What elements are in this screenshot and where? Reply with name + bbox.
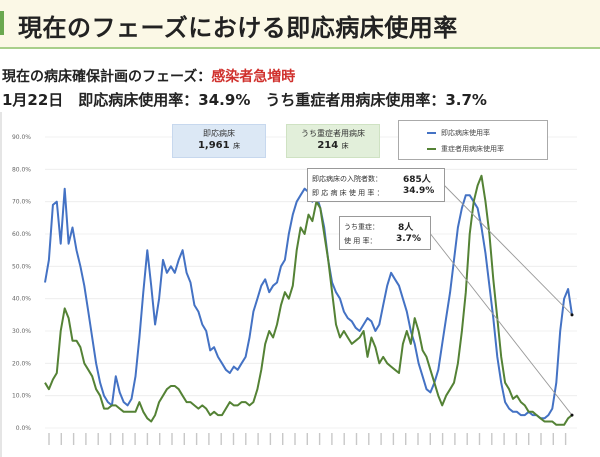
rates-summary: 1月22日 即応病床使用率：34.9% うち重症者用病床使用率：3.7% <box>2 91 487 109</box>
x-tick-label <box>171 433 173 445</box>
leader-end-dot <box>570 313 574 317</box>
x-tick-label <box>466 433 468 445</box>
x-tick-label <box>48 433 50 445</box>
callout-severe: うち重症： 8人 使 用 率： 3.7% <box>339 216 431 250</box>
legend-swatch-blue <box>427 132 436 134</box>
y-tick-label: 60.0% <box>12 231 31 238</box>
x-tick-label <box>306 433 308 445</box>
y-tick-label: 80.0% <box>12 166 31 173</box>
info-box-beds-title: 即応病床 <box>203 129 235 138</box>
x-tick-label <box>60 433 62 445</box>
y-tick-label: 30.0% <box>12 328 31 335</box>
callout-severe-label-2: 使 用 率： <box>344 237 377 245</box>
x-tick-label <box>368 433 370 445</box>
x-tick-label <box>159 433 161 445</box>
x-tick-label <box>85 433 87 445</box>
callout-main: 即応病床の入院者数： 685人 即 応 病 床 使 用 率 ： 34.9% <box>307 168 445 202</box>
x-tick-label <box>331 433 333 445</box>
chart-legend: 即応病床使用率 重症者用病床使用率 <box>398 120 548 160</box>
legend-item-green: 重症者用病床使用率 <box>427 144 504 154</box>
callout-severe-value-2: 3.7% <box>396 234 421 244</box>
phase-line: 現在の病床確保計画のフェーズ：感染者急増時 <box>2 66 295 86</box>
x-tick-label <box>134 433 136 445</box>
x-tick-label <box>318 433 321 445</box>
x-tick-label <box>528 433 530 445</box>
phase-label: 現在の病床確保計画のフェーズ： <box>2 69 212 85</box>
x-tick-label <box>232 433 235 445</box>
x-tick-label <box>392 433 395 445</box>
legend-swatch-green <box>427 148 436 150</box>
series-line-bed-usage <box>44 187 573 420</box>
leader-line-main <box>442 183 573 316</box>
info-box-beds-unit: 床 <box>233 142 241 150</box>
callout-main-value-2: 34.9% <box>403 186 435 196</box>
leader-line-severe <box>428 231 573 416</box>
x-tick-label <box>109 433 112 445</box>
phase-value: 感染者急増時 <box>211 69 296 85</box>
legend-label-green: 重症者用病床使用率 <box>441 145 504 153</box>
x-tick-label <box>294 433 296 445</box>
y-tick-labels: 0.0% 10.0% 20.0% 30.0% 40.0% 50.0% 60.0% 70.0% 8… <box>12 134 31 432</box>
x-tick-label <box>552 433 554 445</box>
x-tick-label <box>97 433 99 445</box>
series-line-severe-usage <box>44 174 573 426</box>
y-tick-label: 10.0% <box>12 393 31 400</box>
x-tick-label <box>343 433 345 445</box>
x-tick-label <box>540 433 542 445</box>
x-tick-label <box>405 433 407 445</box>
callout-main-label-1: 即応病床の入院者数： <box>312 175 382 183</box>
x-tick-label <box>146 433 149 445</box>
x-tick-label <box>441 433 444 445</box>
x-tick-label <box>269 433 272 445</box>
info-box-beds: 即応病床 1,961 床 <box>172 124 266 158</box>
callout-leader-lines <box>428 183 574 417</box>
x-tick-label <box>355 433 358 445</box>
info-box-severe-beds: うち重症者用病床 214 床 <box>286 124 380 158</box>
x-tick-label <box>380 433 382 445</box>
info-box-severe-value: 214 <box>317 140 339 151</box>
x-tick-label <box>417 433 419 445</box>
x-tick-label <box>478 433 481 445</box>
x-tick-label <box>454 433 456 445</box>
y-tick-label: 20.0% <box>12 360 31 367</box>
x-tick-label <box>515 433 518 445</box>
header-accent-bar <box>0 11 4 35</box>
y-tick-label: 40.0% <box>12 296 31 303</box>
y-tick-label: 0.0% <box>16 425 32 432</box>
callout-severe-label-1: うち重症： <box>344 223 379 231</box>
x-tick-label <box>429 433 431 445</box>
callout-severe-value-1: 8人 <box>398 223 414 233</box>
y-tick-label: 90.0% <box>12 134 31 141</box>
leader-end-dot <box>570 413 574 417</box>
series-lines <box>44 174 573 426</box>
x-tick-label <box>245 433 247 445</box>
page-title: 現在のフェーズにおける即応病床使用率 <box>18 14 458 42</box>
x-tick-label <box>503 433 505 445</box>
x-tick-label <box>491 433 493 445</box>
x-tick-label <box>220 433 222 445</box>
x-tick-label <box>208 433 210 445</box>
x-tick-label <box>72 433 75 445</box>
x-tick-label <box>183 433 185 445</box>
info-box-beds-value: 1,961 <box>197 140 230 151</box>
callout-main-label-2: 即 応 病 床 使 用 率 ： <box>312 189 384 197</box>
info-box-severe-unit: 床 <box>341 142 349 150</box>
x-tick-label <box>122 433 124 445</box>
x-tick-labels <box>48 433 567 445</box>
info-box-severe-title: うち重症者用病床 <box>301 129 365 138</box>
legend-label-blue: 即応病床使用率 <box>441 129 490 137</box>
x-tick-label <box>257 433 259 445</box>
page-header: 現在のフェーズにおける即応病床使用率 <box>0 0 600 49</box>
y-tick-label: 70.0% <box>12 199 31 206</box>
y-tick-label: 50.0% <box>12 263 31 270</box>
callout-main-value-1: 685人 <box>403 175 431 185</box>
legend-item-blue: 即応病床使用率 <box>427 128 490 138</box>
x-tick-label <box>564 433 567 445</box>
x-tick-label <box>282 433 284 445</box>
x-tick-label <box>195 433 198 445</box>
